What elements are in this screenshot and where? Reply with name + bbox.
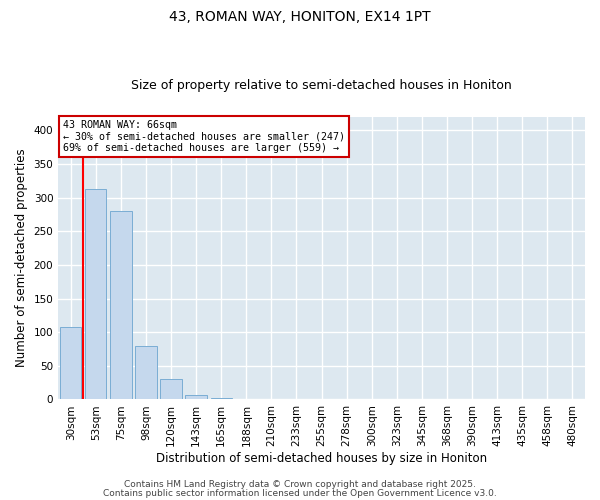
Y-axis label: Number of semi-detached properties: Number of semi-detached properties xyxy=(15,149,28,368)
X-axis label: Distribution of semi-detached houses by size in Honiton: Distribution of semi-detached houses by … xyxy=(156,452,487,465)
Text: 43 ROMAN WAY: 66sqm
← 30% of semi-detached houses are smaller (247)
69% of semi-: 43 ROMAN WAY: 66sqm ← 30% of semi-detach… xyxy=(64,120,346,153)
Bar xyxy=(60,327,82,400)
Bar xyxy=(136,346,157,400)
Bar xyxy=(85,189,106,400)
Text: Contains HM Land Registry data © Crown copyright and database right 2025.: Contains HM Land Registry data © Crown c… xyxy=(124,480,476,489)
Text: 43, ROMAN WAY, HONITON, EX14 1PT: 43, ROMAN WAY, HONITON, EX14 1PT xyxy=(169,10,431,24)
Bar xyxy=(160,380,182,400)
Bar xyxy=(562,399,583,400)
Bar xyxy=(110,211,131,400)
Title: Size of property relative to semi-detached houses in Honiton: Size of property relative to semi-detach… xyxy=(131,79,512,92)
Bar xyxy=(185,394,207,400)
Text: Contains public sector information licensed under the Open Government Licence v3: Contains public sector information licen… xyxy=(103,488,497,498)
Bar xyxy=(211,398,232,400)
